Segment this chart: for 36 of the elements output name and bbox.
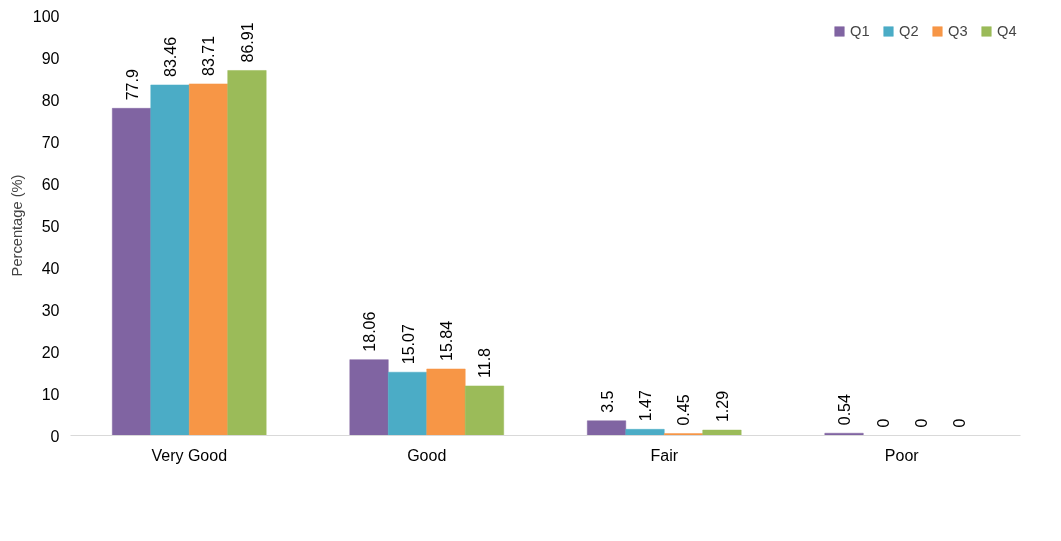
y-tick-label: 30 <box>41 301 60 319</box>
x-tick-label: Poor <box>884 446 920 464</box>
data-label: 0.45 <box>675 394 693 426</box>
data-label: 15.84 <box>437 320 455 361</box>
data-label: 18.06 <box>361 311 379 352</box>
y-tick-label: 60 <box>41 175 60 193</box>
legend-label: Q4 <box>997 23 1017 39</box>
y-tick-label: 80 <box>41 91 60 109</box>
legend-label: Q1 <box>850 23 870 39</box>
data-label: 11.8 <box>476 347 494 378</box>
data-label: 1.47 <box>637 390 655 422</box>
y-tick-label: 50 <box>41 217 60 235</box>
data-label: 0.54 <box>836 393 854 426</box>
data-label: 86.91 <box>238 22 256 63</box>
data-label: 0 <box>874 418 892 428</box>
y-tick-label: 10 <box>41 385 60 403</box>
legend-label: Q2 <box>899 23 919 39</box>
y-tick-label: 40 <box>41 259 60 277</box>
data-label: 83.46 <box>162 36 180 77</box>
y-tick-label: 100 <box>32 7 60 25</box>
x-tick-label: Very Good <box>151 446 228 464</box>
y-tick-label: 0 <box>50 427 60 445</box>
data-label: 1.29 <box>713 390 731 423</box>
x-tick-label: Fair <box>650 446 679 464</box>
y-tick-label: 20 <box>41 343 60 361</box>
x-tick-label: Good <box>407 446 447 464</box>
y-axis-title: Percentage (%) <box>8 174 25 277</box>
y-tick-label: 90 <box>41 49 60 67</box>
y-tick-label: 70 <box>41 133 60 151</box>
data-label: 83.71 <box>200 35 218 76</box>
legend-label: Q3 <box>948 23 968 39</box>
data-label: 0 <box>912 418 930 428</box>
data-label: 15.07 <box>399 324 417 365</box>
data-label: 3.5 <box>598 390 616 413</box>
data-label: 77.9 <box>123 69 141 101</box>
data-label: 0 <box>951 418 969 428</box>
